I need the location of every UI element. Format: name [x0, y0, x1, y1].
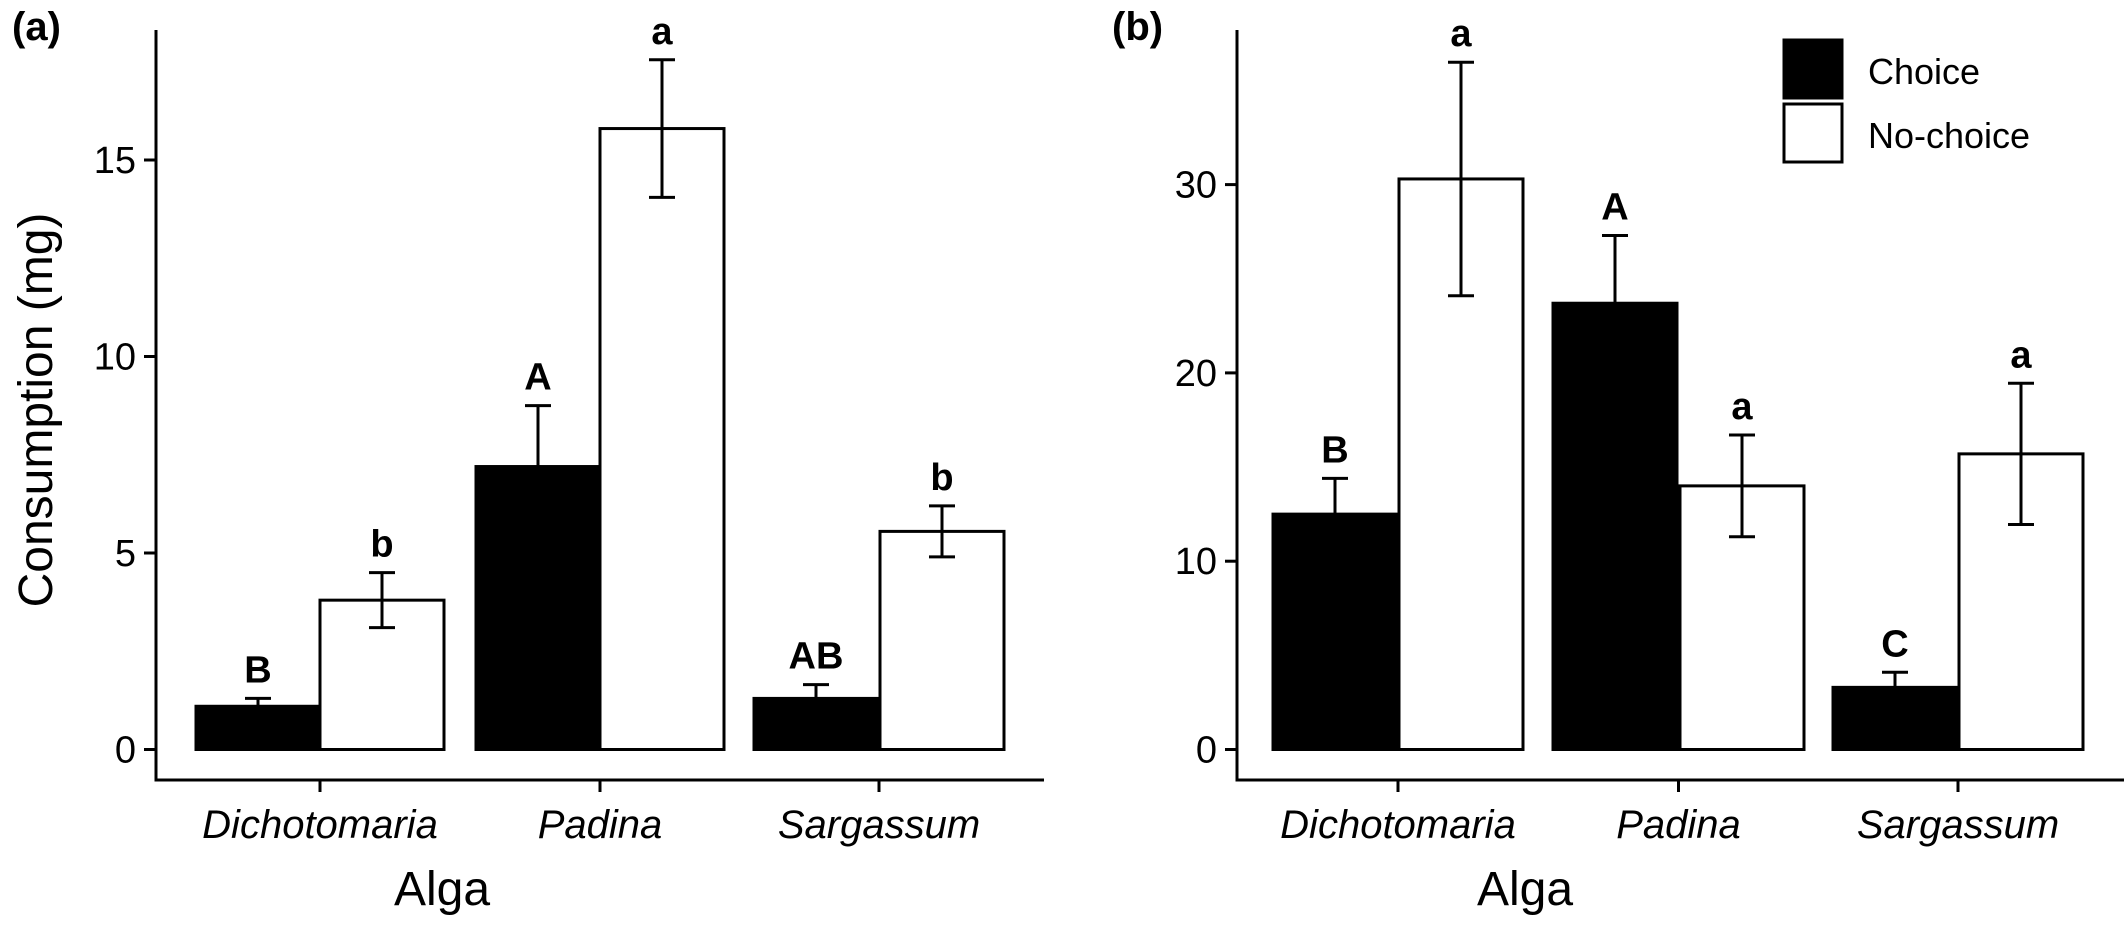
legend: Choice No-choice: [1782, 38, 2030, 164]
panel-a-label: (a): [12, 5, 61, 49]
panel-a: (a) B A AB b a b 0 5 10 15 Dichotomaria Padina Sarg…: [10, 5, 1044, 916]
significance-letter: a: [2010, 334, 2032, 376]
panel-b: (b) B A Ca a a 0 10 20 30 Dichotomaria Padina Sarg…: [1112, 5, 2124, 916]
y-tick-label: 10: [1175, 541, 1217, 583]
x-tick-label: Dichotomaria: [1280, 803, 1516, 847]
panel-a-significance-letters: B A AB b a b: [244, 11, 953, 692]
panel-a-y-axis-title: Consumption (mg): [10, 213, 63, 608]
y-tick-label: 0: [1196, 730, 1217, 772]
significance-letter: B: [1321, 429, 1348, 471]
y-tick-label: 30: [1175, 165, 1217, 207]
bar-no-choice-padina: [598, 127, 726, 751]
significance-letter: C: [1881, 623, 1908, 665]
legend-swatch-no-choice: [1782, 102, 1844, 164]
panel-a-bars: [194, 127, 1006, 752]
legend-label-choice: Choice: [1868, 51, 1980, 92]
legend-swatch-choice: [1782, 38, 1844, 100]
panel-b-significance-letters: B A Ca a a: [1321, 13, 2032, 665]
y-tick-label: 5: [115, 533, 136, 575]
x-tick-label: Dichotomaria: [202, 803, 438, 847]
x-tick-label: Padina: [1616, 803, 1741, 847]
panel-b-bars: [1271, 177, 2085, 752]
x-tick-label: Sargassum: [1857, 803, 2059, 847]
x-tick-label: Padina: [538, 803, 663, 847]
significance-letter: AB: [789, 636, 844, 678]
panel-a-x-axis-title: Alga: [394, 863, 490, 916]
y-tick-label: 15: [94, 140, 136, 182]
panel-b-axes: 0 10 20 30 Dichotomaria Padina Sargassum: [1175, 30, 2124, 847]
panel-b-error-bars: [1322, 60, 2034, 704]
significance-letter: a: [1731, 386, 1753, 428]
y-tick-label: 10: [94, 337, 136, 379]
bar-no-choice-sargassum: [878, 529, 1006, 752]
panel-a-error-bars: [245, 58, 955, 716]
panel-b-label: (b): [1112, 5, 1163, 49]
significance-letter: b: [370, 524, 393, 566]
bar-choice-padina: [1551, 301, 1679, 751]
significance-letter: a: [651, 11, 673, 53]
y-tick-label: 0: [115, 730, 136, 772]
panel-b-x-axis-title: Alga: [1477, 863, 1573, 916]
panel-a-axes: 0 5 10 15 Dichotomaria Padina Sargassum: [94, 30, 1044, 847]
significance-letter: B: [244, 649, 271, 691]
legend-label-no-choice: No-choice: [1868, 115, 2030, 156]
significance-letter: a: [1450, 13, 1472, 55]
bar-no-choice-dichotomaria: [318, 598, 446, 751]
significance-letter: b: [930, 457, 953, 499]
significance-letter: A: [524, 357, 551, 399]
significance-letter: A: [1601, 186, 1628, 228]
x-tick-label: Sargassum: [778, 803, 980, 847]
y-tick-label: 20: [1175, 353, 1217, 395]
